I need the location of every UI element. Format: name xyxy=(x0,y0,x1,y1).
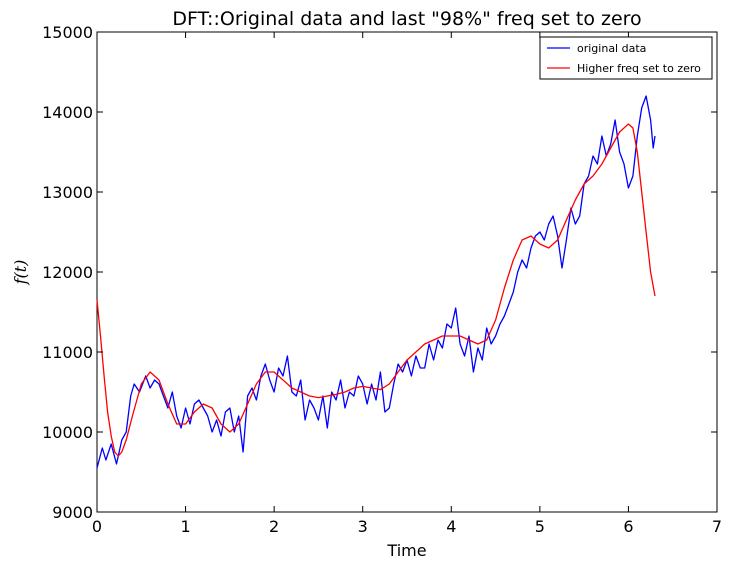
y-tick-label: 11000 xyxy=(42,343,93,362)
plot-frame xyxy=(97,32,717,512)
x-tick-label: 7 xyxy=(712,517,722,536)
x-tick-label: 1 xyxy=(180,517,190,536)
y-tick-label: 15000 xyxy=(42,23,93,42)
x-tick-label: 3 xyxy=(358,517,368,536)
x-tick-label: 6 xyxy=(623,517,633,536)
legend: original data Higher freq set to zero xyxy=(540,37,712,79)
series-line-original-data xyxy=(97,96,655,468)
y-tick-label: 9000 xyxy=(52,503,93,522)
y-tick-label: 10000 xyxy=(42,423,93,442)
x-tick-label: 2 xyxy=(269,517,279,536)
series-layer xyxy=(97,96,655,468)
plot-area: 0 1 2 3 4 5 6 7 9000 10000 11000 12000 13000 14000 150… xyxy=(42,23,722,536)
legend-label-original: original data xyxy=(577,42,646,55)
series-line-high-freq-zeroed xyxy=(97,124,655,456)
y-axis-title: f(t) xyxy=(11,260,30,286)
x-tick-label: 5 xyxy=(535,517,545,536)
legend-label-filtered: Higher freq set to zero xyxy=(577,62,701,75)
tick-layer: 0 1 2 3 4 5 6 7 9000 10000 11000 12000 13000 14000 150… xyxy=(42,23,722,536)
y-tick-label: 13000 xyxy=(42,183,93,202)
chart-title: DFT::Original data and last "98%" freq s… xyxy=(172,8,641,30)
y-tick-label: 12000 xyxy=(42,263,93,282)
y-tick-label: 14000 xyxy=(42,103,93,122)
x-axis-title: Time xyxy=(386,541,426,560)
x-tick-label: 4 xyxy=(446,517,456,536)
x-tick-label: 0 xyxy=(92,517,102,536)
